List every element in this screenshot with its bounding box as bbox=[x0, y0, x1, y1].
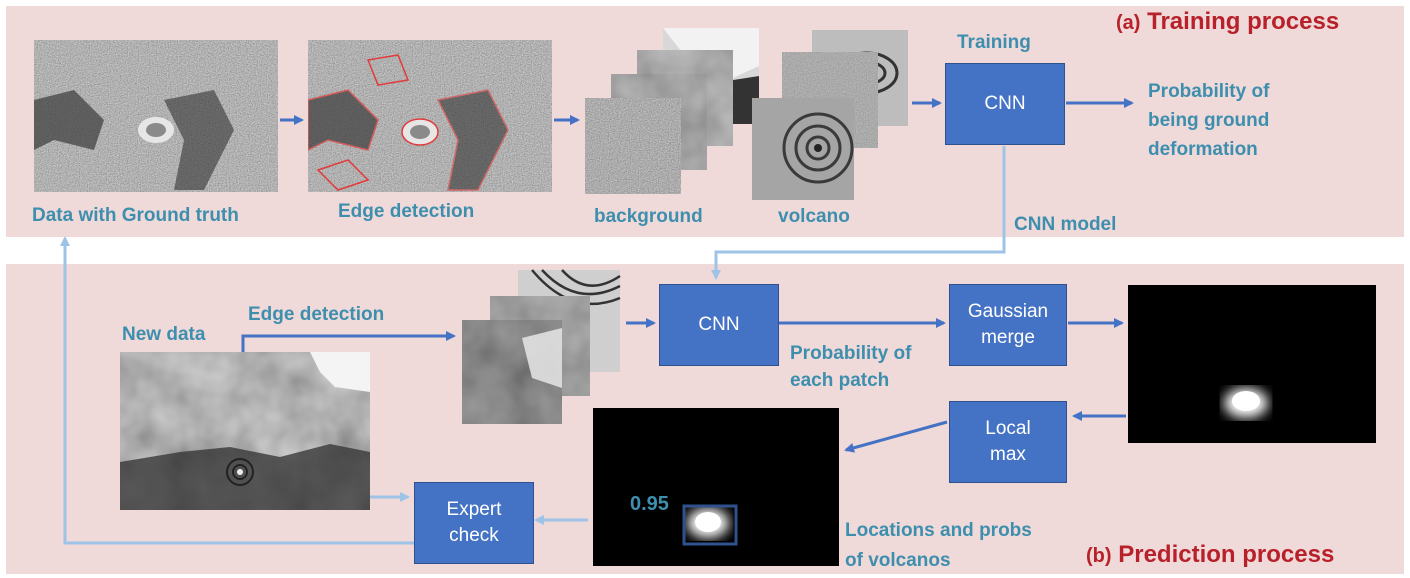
label-volcano: volcano bbox=[778, 206, 850, 227]
prediction-title-text: Prediction process bbox=[1118, 541, 1335, 568]
prediction-patches bbox=[462, 269, 621, 424]
arrow-localmax-to-result bbox=[844, 420, 948, 453]
label-background: background bbox=[594, 206, 703, 227]
edge-detection-image bbox=[308, 40, 552, 192]
gaussian-output-image bbox=[1128, 285, 1376, 443]
prediction-title: (b) Prediction process bbox=[1086, 541, 1334, 569]
expert-check-box: Expert check bbox=[414, 482, 534, 564]
local-max-box: Local max bbox=[949, 401, 1067, 483]
ground-truth-image bbox=[34, 40, 278, 192]
label-score: 0.95 bbox=[630, 493, 669, 515]
label-new-data: New data bbox=[122, 324, 206, 345]
prediction-cnn-box: CNN bbox=[659, 284, 779, 366]
label-training: Training bbox=[957, 32, 1031, 53]
volcano-patches bbox=[752, 30, 908, 200]
training-title: (a) Training process bbox=[1116, 8, 1339, 36]
local-max-output-image bbox=[593, 408, 839, 566]
arrow-cnn-model bbox=[711, 146, 1006, 280]
label-locations-probs: Locations and probs of volcanos bbox=[845, 520, 1032, 571]
detection-box bbox=[682, 504, 738, 546]
label-probability-output: Probability of being ground deformation bbox=[1148, 81, 1270, 160]
training-cnn-box: CNN bbox=[945, 63, 1065, 145]
prediction-title-prefix: (b) bbox=[1086, 545, 1112, 567]
label-cnn-model: CNN model bbox=[1014, 214, 1117, 235]
new-data-image bbox=[120, 352, 370, 510]
label-edge-detection-prediction: Edge detection bbox=[248, 304, 385, 325]
label-probability-each-patch: Probability of each patch bbox=[790, 343, 912, 391]
training-title-text: Training process bbox=[1147, 8, 1340, 35]
background-patches bbox=[585, 28, 759, 194]
arrow-expert-to-ground-truth bbox=[60, 236, 414, 545]
label-edge-detection-training: Edge detection bbox=[338, 201, 475, 222]
arrow-newdata-to-edge bbox=[241, 331, 456, 352]
training-title-prefix: (a) bbox=[1116, 12, 1141, 34]
label-data-ground-truth: Data with Ground truth bbox=[32, 205, 239, 226]
gaussian-merge-box: Gaussian merge bbox=[949, 284, 1067, 366]
